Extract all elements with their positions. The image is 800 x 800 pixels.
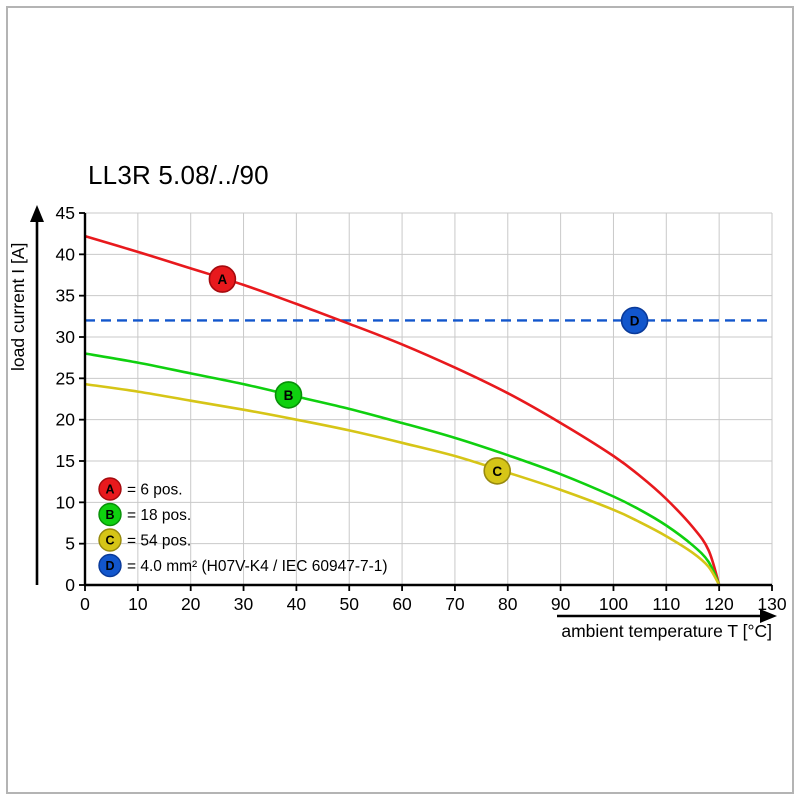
svg-text:20: 20 <box>56 410 76 430</box>
svg-text:C: C <box>105 534 114 548</box>
svg-text:A: A <box>105 483 114 497</box>
svg-text:120: 120 <box>705 594 734 614</box>
svg-text:90: 90 <box>551 594 571 614</box>
svg-text:35: 35 <box>56 286 75 306</box>
svg-text:40: 40 <box>56 244 76 264</box>
svg-text:= 6 pos.: = 6 pos. <box>127 482 183 499</box>
svg-text:C: C <box>492 464 502 479</box>
svg-text:20: 20 <box>181 594 201 614</box>
svg-text:25: 25 <box>56 368 75 388</box>
x-axis-label: ambient temperature T [°C] <box>561 621 772 641</box>
svg-text:D: D <box>630 314 640 329</box>
svg-text:10: 10 <box>128 594 148 614</box>
svg-text:A: A <box>218 272 228 287</box>
svg-text:70: 70 <box>445 594 465 614</box>
svg-text:0: 0 <box>65 575 75 595</box>
svg-text:0: 0 <box>80 594 90 614</box>
svg-text:15: 15 <box>56 451 75 471</box>
svg-text:30: 30 <box>56 327 76 347</box>
svg-text:100: 100 <box>599 594 628 614</box>
svg-text:B: B <box>284 388 294 403</box>
svg-text:30: 30 <box>234 594 254 614</box>
svg-text:= 54 pos.: = 54 pos. <box>127 533 191 550</box>
svg-text:130: 130 <box>757 594 786 614</box>
svg-text:60: 60 <box>392 594 412 614</box>
svg-text:40: 40 <box>287 594 307 614</box>
svg-text:= 4.0 mm² (H07V-K4 / IEC 60947: = 4.0 mm² (H07V-K4 / IEC 60947-7-1) <box>127 558 388 575</box>
svg-text:B: B <box>105 508 114 522</box>
svg-text:50: 50 <box>339 594 359 614</box>
svg-text:= 18 pos.: = 18 pos. <box>127 507 191 524</box>
svg-text:D: D <box>105 559 114 573</box>
svg-text:80: 80 <box>498 594 518 614</box>
svg-text:110: 110 <box>652 594 680 614</box>
svg-text:10: 10 <box>56 492 76 512</box>
chart-title: LL3R 5.08/../90 <box>88 160 269 190</box>
svg-text:45: 45 <box>56 203 75 223</box>
svg-text:5: 5 <box>65 534 75 554</box>
